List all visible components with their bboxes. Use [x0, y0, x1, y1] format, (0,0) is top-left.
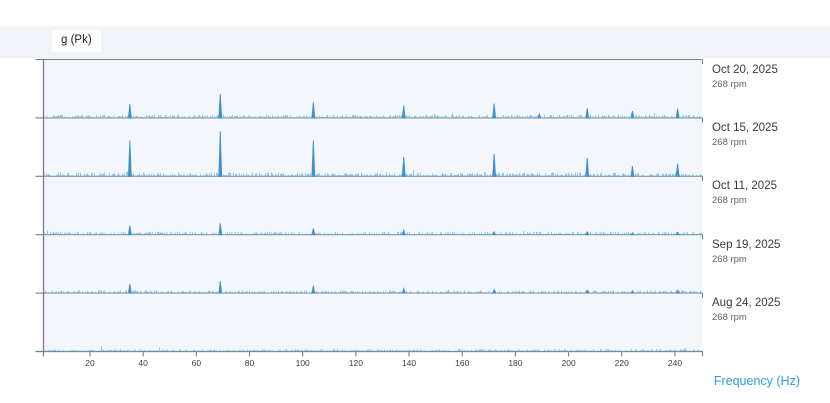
noise-floor — [44, 170, 702, 177]
spectrum-peak — [492, 153, 497, 177]
header-band: g (Pk) — [0, 26, 830, 58]
plot-background — [43, 59, 703, 352]
spectrum-peak — [630, 232, 635, 236]
spectrum-peak — [675, 231, 680, 236]
spectrum-peak — [585, 230, 590, 236]
spectrum-peak — [401, 105, 406, 119]
spectrum-peak — [127, 225, 132, 236]
spectrum-peak — [401, 156, 406, 177]
x-tick-label: 100 — [296, 358, 310, 368]
spectrum-peak — [401, 286, 406, 294]
x-tick-label: 240 — [668, 358, 682, 368]
spectrum-peak — [218, 223, 223, 236]
noise-floor — [44, 289, 702, 294]
spectrum-peak — [585, 108, 590, 119]
x-tick-label: 120 — [349, 358, 363, 368]
noise-floor — [44, 346, 702, 352]
noise-floor — [44, 112, 702, 118]
spectrum-trace — [44, 131, 702, 177]
amplitude-units-label: g (Pk) — [52, 30, 101, 52]
spectrum-trace — [44, 346, 702, 352]
spectrum-peak — [675, 289, 680, 294]
spectrum-peak — [127, 283, 132, 294]
x-tick-label: 20 — [85, 358, 95, 368]
spectrum-trace — [44, 93, 702, 119]
spectrum-peak — [311, 285, 316, 294]
spectrum-peak — [492, 103, 497, 119]
spectrum-peak — [630, 289, 635, 294]
spectrum-peak — [585, 289, 590, 294]
spectrum-peak — [311, 228, 316, 236]
x-tick-label: 220 — [615, 358, 629, 368]
x-tick-label: 200 — [562, 358, 576, 368]
spectrum-peak — [675, 108, 680, 119]
spectrum-peak — [492, 230, 497, 236]
spectrum-peak — [630, 165, 635, 177]
x-tick-label: 80 — [245, 358, 255, 368]
spectrum-peak — [492, 288, 497, 294]
spectrum-peak — [675, 163, 680, 177]
spectrum-peak — [630, 110, 635, 119]
noise-floor — [44, 230, 702, 235]
spectrum-peak — [311, 140, 316, 177]
x-tick-label: 160 — [455, 358, 469, 368]
x-tick-label: 60 — [192, 358, 202, 368]
spectrum-peak — [218, 281, 223, 294]
spectrum-peak — [401, 228, 406, 236]
spectrum-trace — [44, 223, 702, 236]
x-tick-label: 180 — [508, 358, 522, 368]
x-tick-label: 40 — [138, 358, 148, 368]
spectrum-peak — [218, 93, 223, 119]
spectrum-trace — [44, 281, 702, 294]
spectrum-peak — [585, 157, 590, 177]
spectrum-peak — [127, 140, 132, 177]
spectrum-peak — [537, 112, 542, 119]
x-axis-title: Frequency (Hz) — [713, 374, 800, 388]
spectrum-peak — [218, 131, 223, 177]
spectrum-peak — [311, 102, 316, 119]
spectrum-peak — [127, 104, 132, 119]
x-tick-label: 140 — [402, 358, 416, 368]
